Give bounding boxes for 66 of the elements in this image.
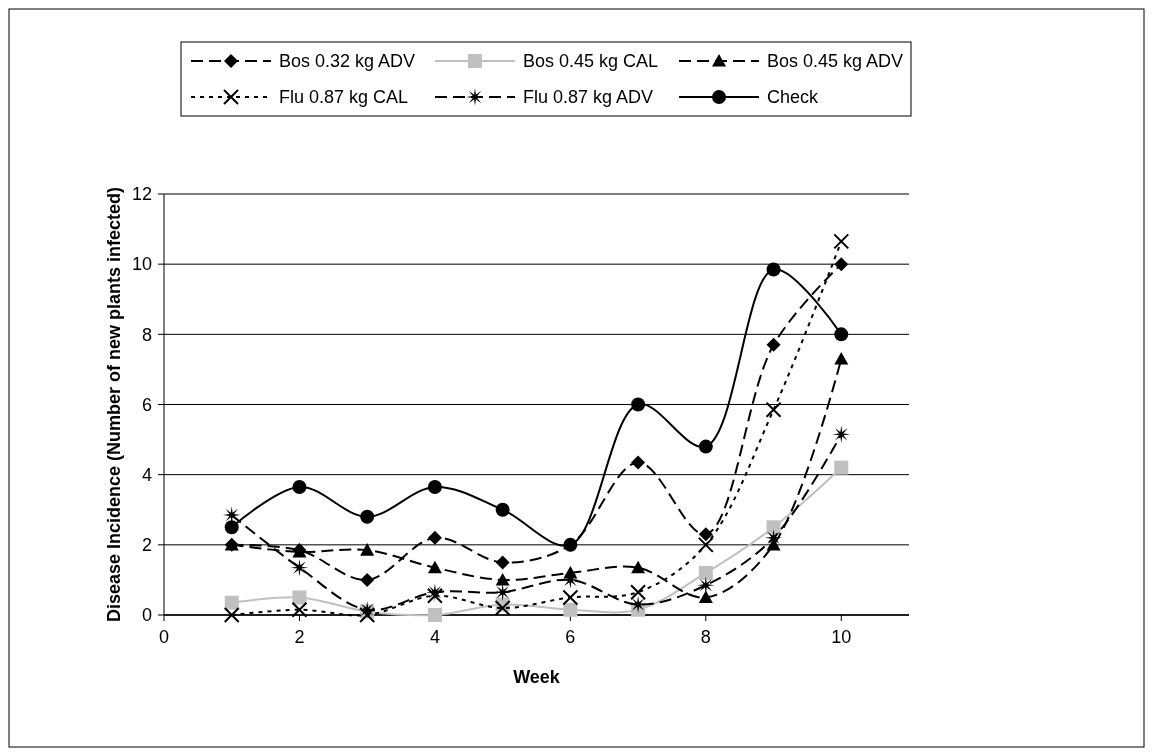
point — [290, 558, 309, 577]
point — [698, 565, 713, 580]
point — [427, 608, 442, 622]
point — [832, 425, 851, 444]
point — [427, 560, 442, 574]
point — [563, 537, 578, 552]
point — [223, 607, 240, 623]
x-tick-label: 2 — [294, 627, 305, 647]
y-tick-label: 6 — [141, 394, 152, 415]
point — [495, 572, 510, 586]
point — [765, 401, 782, 418]
point — [358, 600, 376, 619]
point — [631, 560, 646, 574]
point — [359, 607, 376, 623]
x-tick-label: 8 — [700, 627, 711, 647]
point — [766, 520, 781, 535]
point — [697, 536, 714, 553]
point — [833, 233, 850, 250]
legend-label: Bos 0.45 kg ADV — [767, 51, 904, 72]
point — [292, 590, 307, 605]
x-tick-label: 10 — [831, 627, 852, 647]
point — [224, 595, 239, 610]
y-tick-label: 10 — [131, 254, 152, 275]
point — [427, 479, 442, 494]
point — [360, 509, 375, 524]
legend-label: Flu 0.87 kg CAL — [279, 87, 409, 108]
legend-label: Bos 0.32 kg ADV — [279, 51, 416, 72]
y-tick-label: 8 — [141, 324, 152, 345]
point — [834, 327, 849, 342]
y-tick-label: 2 — [141, 535, 152, 556]
point — [426, 587, 443, 604]
point — [427, 530, 442, 545]
point — [697, 576, 715, 594]
point — [494, 599, 511, 616]
y-axis-title: Disease Incidence (Number of new plants infected) — [104, 186, 124, 623]
x-tick-label: 4 — [429, 627, 440, 647]
point — [698, 439, 713, 454]
point — [631, 455, 646, 470]
point — [224, 520, 239, 535]
point — [562, 589, 579, 606]
point — [495, 555, 510, 570]
point — [495, 502, 510, 517]
point — [631, 397, 646, 412]
y-tick-label: 0 — [141, 605, 152, 626]
point — [563, 602, 578, 617]
point — [698, 527, 713, 542]
point — [834, 460, 849, 475]
point — [766, 337, 781, 352]
legend-label: Flu 0.87 kg ADV — [523, 87, 654, 108]
point — [360, 572, 375, 587]
point — [698, 590, 713, 604]
point — [834, 257, 849, 272]
legend-label: Bos 0.45 kg CAL — [523, 51, 659, 72]
point — [630, 584, 647, 601]
point — [291, 601, 308, 618]
point — [292, 479, 307, 494]
x-tick-label: 0 — [158, 627, 170, 647]
point — [766, 262, 781, 277]
point — [834, 351, 849, 365]
legend-label: Check — [767, 87, 820, 108]
point — [426, 583, 444, 601]
x-tick-label: 6 — [565, 627, 576, 647]
point — [360, 543, 375, 556]
x-axis-title: Week — [513, 667, 561, 687]
y-tick-label: 12 — [131, 184, 152, 205]
y-tick-label: 4 — [141, 464, 152, 485]
